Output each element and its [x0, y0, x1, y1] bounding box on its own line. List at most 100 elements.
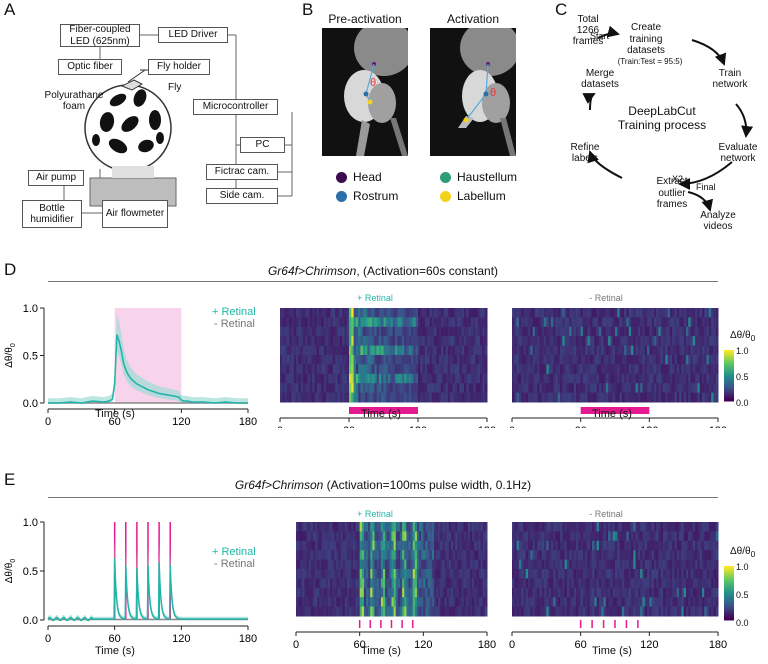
- d-heat-minus-cell: [653, 345, 657, 356]
- d-heat-minus-cell: [532, 355, 536, 365]
- d-heat-plus-cell: [482, 373, 486, 384]
- d-heat-plus-cell: [468, 326, 472, 337]
- e-heat-plus-cell: [357, 540, 361, 551]
- e-heat-plus-cell: [478, 578, 482, 589]
- e-heat-plus-cell: [334, 559, 337, 570]
- e-heat-plus-cell: [349, 606, 352, 617]
- d-heat-plus-cell: [312, 308, 315, 318]
- d-heat-plus-cell: [365, 308, 368, 318]
- e-heat-minus-cell: [598, 531, 602, 542]
- e-heat-minus-cell: [674, 522, 678, 532]
- e-heat-minus-cell: [665, 531, 669, 542]
- d-heat-minus-cell: [631, 317, 634, 328]
- e-heat-minus-cell: [701, 531, 705, 542]
- e-heat-plus-cell: [450, 540, 454, 551]
- e-heat-minus-cell: [644, 606, 648, 617]
- d-heat-minus-cell: [578, 355, 582, 365]
- e-heat-plus-cell: [465, 522, 469, 532]
- microcontroller-box: Microcontroller: [193, 99, 278, 115]
- e-heat-minus-cell: [598, 559, 602, 570]
- e-heat-plus-cell: [334, 540, 337, 551]
- e-heat-minus-cell: [626, 578, 630, 589]
- d-heat-plus-cell: [293, 336, 297, 347]
- d-heat-plus-cell: [415, 345, 419, 356]
- e-heat-plus-cell: [419, 587, 422, 598]
- e-heat-minus-cell: [674, 578, 678, 589]
- d-heat-plus-cell: [406, 317, 410, 328]
- e-heat-minus-cell: [539, 522, 543, 532]
- e-heat-minus-cell: [706, 587, 710, 598]
- d-heat-minus-cell: [589, 336, 593, 347]
- d-heat-plus-cell: [385, 308, 389, 318]
- e-heat-minus-cell: [690, 597, 694, 608]
- d-line-ytick-label: 0.0: [23, 398, 38, 410]
- d-heat-minus-cell: [589, 308, 593, 318]
- e-colorbar-step: [724, 593, 734, 596]
- d-heat-plus-cell: [441, 355, 444, 365]
- d-heat-minus-cell: [541, 373, 545, 384]
- d-heat-plus-cell: [309, 345, 313, 356]
- e-heat-plus-cell: [476, 550, 480, 561]
- e-heat-plus-cell: [476, 606, 480, 617]
- d-heat-plus-cell: [466, 336, 470, 347]
- e-heat-minus-cell: [679, 606, 682, 617]
- e-heat-plus-cell: [319, 578, 322, 589]
- e-heat-minus-cell: [697, 606, 701, 617]
- d-heat-plus-cell: [330, 392, 334, 403]
- d-heat-minus-cell: [672, 336, 676, 347]
- d-heat-minus-cell: [615, 392, 618, 403]
- d-heat-plus-cell: [344, 392, 348, 403]
- d-heat-minus-cell: [631, 373, 634, 384]
- create-datasets-step: Create training datasets: [627, 22, 665, 56]
- d-heat-minus-cell: [663, 336, 666, 347]
- e-heat-minus-cell: [660, 597, 664, 608]
- d-heat-minus-cell: [653, 308, 657, 318]
- e-heat-plus-cell: [393, 540, 397, 551]
- e-heat-minus-cell: [656, 540, 659, 551]
- e-heat-plus-cell: [319, 597, 322, 608]
- e-heat-plus-cell: [319, 531, 322, 542]
- d-heat-plus-cell: [303, 345, 306, 356]
- d-heat-minus-cell: [592, 383, 595, 394]
- e-heat-minus-cell: [681, 597, 685, 608]
- e-heat-plus-cell: [315, 559, 318, 570]
- e-heat-minus-cell: [587, 550, 591, 561]
- e-heat-minus-cell: [537, 522, 540, 532]
- d-heat-plus-cell: [431, 308, 435, 318]
- d-heat-plus-cell: [349, 364, 352, 375]
- d-heat-minus-cell: [523, 364, 527, 375]
- e-heat-minus-cell: [644, 522, 648, 532]
- e-heat-minus-cell: [685, 550, 689, 561]
- e-heat-minus-cell: [621, 606, 625, 617]
- d-heat-minus-cell: [596, 326, 600, 337]
- e-heat-minus-cell: [601, 587, 605, 598]
- e-heat-minus-cell: [530, 578, 534, 589]
- d-heat-plus-cell: [480, 355, 483, 365]
- d-colorbar-step: [724, 384, 734, 387]
- e-heat-minus-cell: [610, 578, 614, 589]
- d-heat-minus-cell: [532, 336, 536, 347]
- d-heat-plus-cell: [328, 392, 332, 403]
- d-heat-plus-cell: [346, 308, 350, 318]
- e-heat-minus-cell: [562, 597, 566, 608]
- d-heat-minus-cell: [605, 364, 609, 375]
- e-heat-plus-cell: [370, 550, 373, 561]
- e-heat-minus-cell: [539, 559, 543, 570]
- d-heat-plus-cell: [413, 383, 417, 394]
- e-heat-plus-cell: [419, 540, 422, 551]
- e-heat-minus-cell: [525, 569, 529, 579]
- e-heat-minus-cell: [610, 540, 614, 551]
- d-heat-plus-cell: [349, 326, 352, 337]
- e-heat-minus-cell: [576, 522, 579, 532]
- d-heat-minus-cell: [711, 364, 714, 375]
- d-heat-minus-cell: [690, 383, 694, 394]
- d-heat-minus-cell: [644, 355, 648, 365]
- e-heat-plus-cell: [450, 597, 454, 608]
- e-heat-plus-cell: [298, 550, 301, 561]
- d-heat-plus-cell: [388, 355, 391, 365]
- d-heat-minus-cell: [644, 373, 648, 384]
- d-heat-plus-cell: [441, 336, 444, 347]
- d-heat-minus-cell: [656, 392, 659, 403]
- e-heat-plus-cell: [461, 540, 465, 551]
- e-colorbar-step: [724, 578, 734, 581]
